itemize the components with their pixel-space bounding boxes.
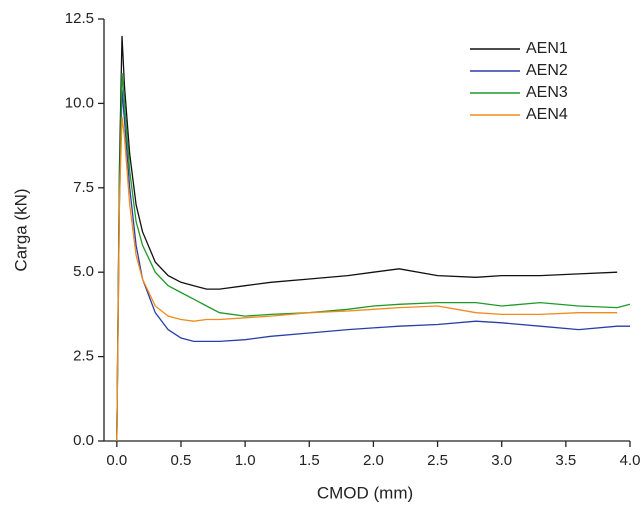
- legend-label: AEN3: [526, 84, 568, 101]
- x-tick-label: 2.0: [363, 452, 384, 469]
- x-tick-label: 1.5: [299, 452, 320, 469]
- y-axis-label: Carga (kN): [11, 188, 30, 271]
- series-line: [116, 72, 631, 442]
- series-line: [116, 89, 630, 442]
- y-tick-label: 2.5: [73, 348, 94, 365]
- series-line: [116, 35, 618, 442]
- y-tick-label: 7.5: [73, 179, 94, 196]
- x-axis-label: CMOD (mm): [317, 483, 413, 502]
- x-tick-label: 1.0: [235, 452, 256, 469]
- x-tick-label: 2.5: [427, 452, 448, 469]
- x-tick-label: 3.0: [491, 452, 512, 469]
- y-tick-label: 12.5: [65, 10, 94, 27]
- x-tick-label: 0.0: [106, 452, 127, 469]
- legend-label: AEN4: [526, 106, 568, 123]
- x-tick-label: 3.5: [555, 452, 576, 469]
- y-tick-label: 5.0: [73, 263, 94, 280]
- legend-label: AEN1: [526, 40, 568, 57]
- legend-label: AEN2: [526, 62, 568, 79]
- axes: [103, 19, 630, 442]
- x-tick-label: 4.0: [620, 452, 641, 469]
- x-tick-label: 0.5: [171, 452, 192, 469]
- y-tick-label: 0.0: [73, 432, 94, 449]
- series-line: [116, 116, 618, 442]
- y-tick-label: 10.0: [65, 94, 94, 111]
